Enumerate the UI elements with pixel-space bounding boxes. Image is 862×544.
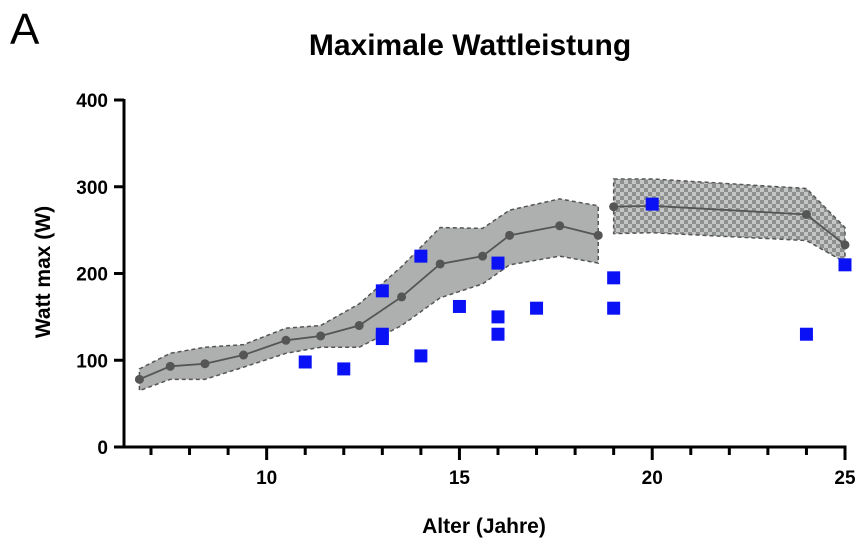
x-tick-label: 15	[449, 468, 471, 489]
x-axis-ticks: 10 15 20 25	[149, 447, 856, 489]
reference-point	[165, 361, 175, 371]
observed-point	[530, 301, 544, 315]
reference-point	[435, 259, 445, 269]
y-tick-label: 200	[76, 265, 108, 286]
reference-point	[840, 240, 850, 250]
y-axis-ticks: 0 100 200 300 400	[76, 91, 124, 459]
observed-point	[337, 362, 351, 376]
reference-point	[239, 350, 249, 360]
reference-point	[200, 359, 210, 369]
x-tick-label: 25	[834, 468, 856, 489]
observed-point	[838, 258, 852, 272]
reference-point	[801, 210, 811, 220]
y-tick-label: 100	[76, 351, 108, 372]
observed-point	[414, 249, 428, 263]
observed-point	[491, 310, 505, 324]
reference-point	[593, 230, 603, 240]
observed-point	[645, 197, 659, 211]
observed-point	[491, 327, 505, 341]
observed-points	[298, 197, 852, 376]
reference-point	[134, 374, 144, 384]
reference-point	[505, 230, 515, 240]
observed-point	[298, 355, 312, 369]
confidence-band-1	[138, 198, 599, 392]
reference-point	[609, 202, 619, 212]
panel-letter: A	[10, 5, 40, 54]
observed-point	[452, 299, 466, 313]
x-tick-label: 10	[256, 468, 277, 489]
x-axis-label: Alter (Jahre)	[422, 515, 546, 538]
reference-point	[397, 292, 407, 302]
observed-point	[607, 271, 621, 285]
y-tick-label: 400	[76, 91, 108, 112]
reference-point	[478, 251, 488, 261]
reference-point	[316, 331, 326, 341]
observed-point	[375, 332, 389, 346]
chart-title: Maximale Wattleistung	[309, 29, 631, 62]
confidence-band-2	[612, 178, 846, 264]
observed-point	[375, 284, 389, 298]
y-tick-label: 300	[76, 178, 108, 199]
x-tick-label: 20	[642, 468, 663, 489]
observed-point	[491, 256, 505, 270]
reference-point	[281, 335, 291, 345]
y-tick-label: 0	[97, 438, 108, 459]
observed-point	[414, 349, 428, 363]
y-axis-label: Watt max (W)	[32, 206, 55, 338]
reference-line-2	[613, 204, 846, 246]
observed-point	[799, 327, 813, 341]
observed-point	[607, 301, 621, 315]
reference-point	[354, 321, 364, 331]
reference-point	[555, 221, 565, 231]
